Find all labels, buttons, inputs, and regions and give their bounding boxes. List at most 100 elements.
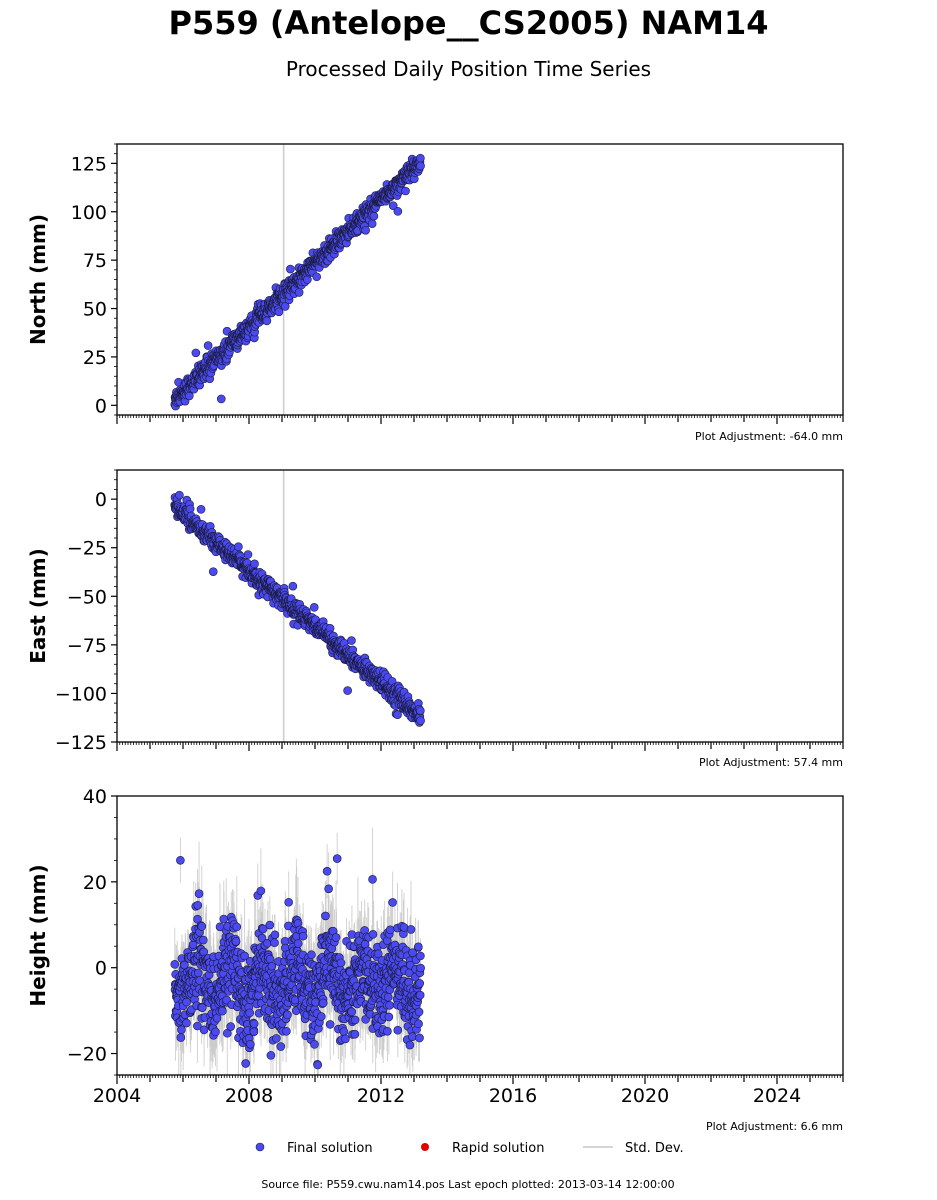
data-point: [254, 991, 263, 1000]
x-tick-label: 2012: [357, 1085, 405, 1107]
data-point: [307, 950, 316, 960]
data-point: [388, 201, 398, 210]
legend-label: Std. Dev.: [625, 1141, 684, 1156]
data-point: [414, 942, 423, 952]
data-point: [243, 550, 253, 559]
panel-frame: [116, 143, 844, 416]
data-point: [257, 933, 267, 943]
data-point: [276, 1042, 286, 1051]
legend-label: Rapid solution: [452, 1141, 544, 1156]
y-tick-label: −20: [67, 1044, 107, 1066]
data-point: [325, 1020, 335, 1029]
data-point: [415, 990, 425, 1000]
y-tick-label: 20: [83, 872, 107, 894]
data-point: [367, 219, 377, 229]
data-point: [416, 161, 425, 171]
data-point: [232, 922, 242, 932]
plot-adjustment-note: Plot Adjustment: -64.0 mm: [695, 430, 843, 443]
y-tick-label: 0: [95, 395, 107, 417]
legend-label: Final solution: [287, 1141, 373, 1156]
data-point: [406, 925, 416, 934]
y-tick-label: 40: [83, 786, 107, 808]
panel-2: 0 −25 −50 −75 −100 −125 East (mm) Plot Adjustme…: [26, 469, 844, 769]
data-point: [203, 341, 213, 350]
y-tick-label: 100: [71, 202, 107, 224]
x-tick-label: 2020: [621, 1085, 669, 1107]
data-point: [274, 307, 284, 317]
data-point: [175, 490, 184, 500]
data-point: [318, 998, 328, 1008]
y-axis-label: East (mm): [26, 548, 50, 664]
plot-area: [170, 470, 425, 742]
panel-3: −20 0 20 40 2004 2008 2012 2016 2020 2024 Height (…: [26, 786, 844, 1133]
data-point: [196, 505, 206, 514]
data-point: [368, 875, 377, 884]
panel-frame: [116, 469, 844, 743]
data-point: [361, 226, 370, 235]
data-point: [368, 930, 378, 939]
data-point: [288, 581, 298, 591]
data-point: [234, 542, 243, 552]
data-point: [267, 961, 277, 971]
data-point: [182, 1018, 191, 1028]
source-footer: Source file: P559.cwu.nam14.pos Last epo…: [261, 1178, 674, 1191]
data-point: [195, 976, 205, 985]
y-axis-label: North (mm): [26, 214, 50, 345]
data-point: [177, 1025, 186, 1034]
plot-area: [170, 144, 425, 415]
data-point: [199, 1025, 209, 1035]
x-tick-label: 2004: [93, 1085, 141, 1107]
data-point: [280, 302, 290, 311]
data-point: [286, 264, 295, 274]
data-point: [405, 1040, 415, 1050]
data-point: [258, 924, 268, 934]
legend-rapid-marker: [421, 1143, 429, 1151]
data-point: [293, 939, 303, 948]
plot-adjustment-note: Plot Adjustment: 57.4 mm: [699, 756, 843, 769]
data-point: [226, 1022, 235, 1031]
y-tick-label: −100: [55, 683, 107, 705]
data-point: [216, 394, 226, 404]
data-point: [298, 931, 308, 941]
data-point: [218, 1006, 227, 1016]
data-point: [316, 1012, 326, 1021]
data-point: [282, 1026, 291, 1036]
data-point: [347, 636, 356, 645]
data-point: [408, 948, 417, 957]
data-point: [385, 925, 395, 935]
data-point: [272, 1034, 281, 1043]
data-point: [383, 992, 393, 1002]
y-tick-label: 75: [83, 250, 107, 272]
data-point: [270, 930, 280, 940]
y-tick-label: −125: [55, 732, 107, 754]
plot-area: [170, 827, 425, 1075]
data-point: [324, 884, 333, 894]
data-point: [256, 886, 266, 896]
data-point: [341, 1034, 350, 1044]
data-point: [240, 951, 249, 961]
y-tick-label: 0: [95, 958, 107, 980]
data-point: [180, 960, 189, 970]
y-tick-label: 25: [83, 347, 107, 369]
data-point: [193, 968, 203, 978]
data-point: [193, 1021, 202, 1031]
data-point: [219, 914, 229, 924]
x-tick-label: 2024: [753, 1085, 801, 1107]
chart-title: P559 (Antelope__CS2005) NAM14: [168, 4, 769, 42]
data-point: [312, 272, 322, 282]
y-tick-label: 125: [71, 153, 107, 175]
data-point: [197, 922, 207, 931]
data-point: [350, 1015, 360, 1025]
data-point: [408, 1032, 417, 1042]
data-point: [414, 1007, 424, 1017]
y-tick-label: −75: [67, 635, 107, 657]
data-point: [313, 1060, 323, 1070]
data-point: [191, 348, 201, 358]
data-point: [309, 603, 319, 612]
data-point: [197, 1003, 207, 1012]
plot-adjustment-note: Plot Adjustment: 6.6 mm: [706, 1120, 843, 1133]
y-tick-label: 50: [83, 299, 107, 321]
data-point: [343, 686, 352, 695]
data-point: [350, 1029, 360, 1039]
data-point: [415, 1033, 424, 1043]
